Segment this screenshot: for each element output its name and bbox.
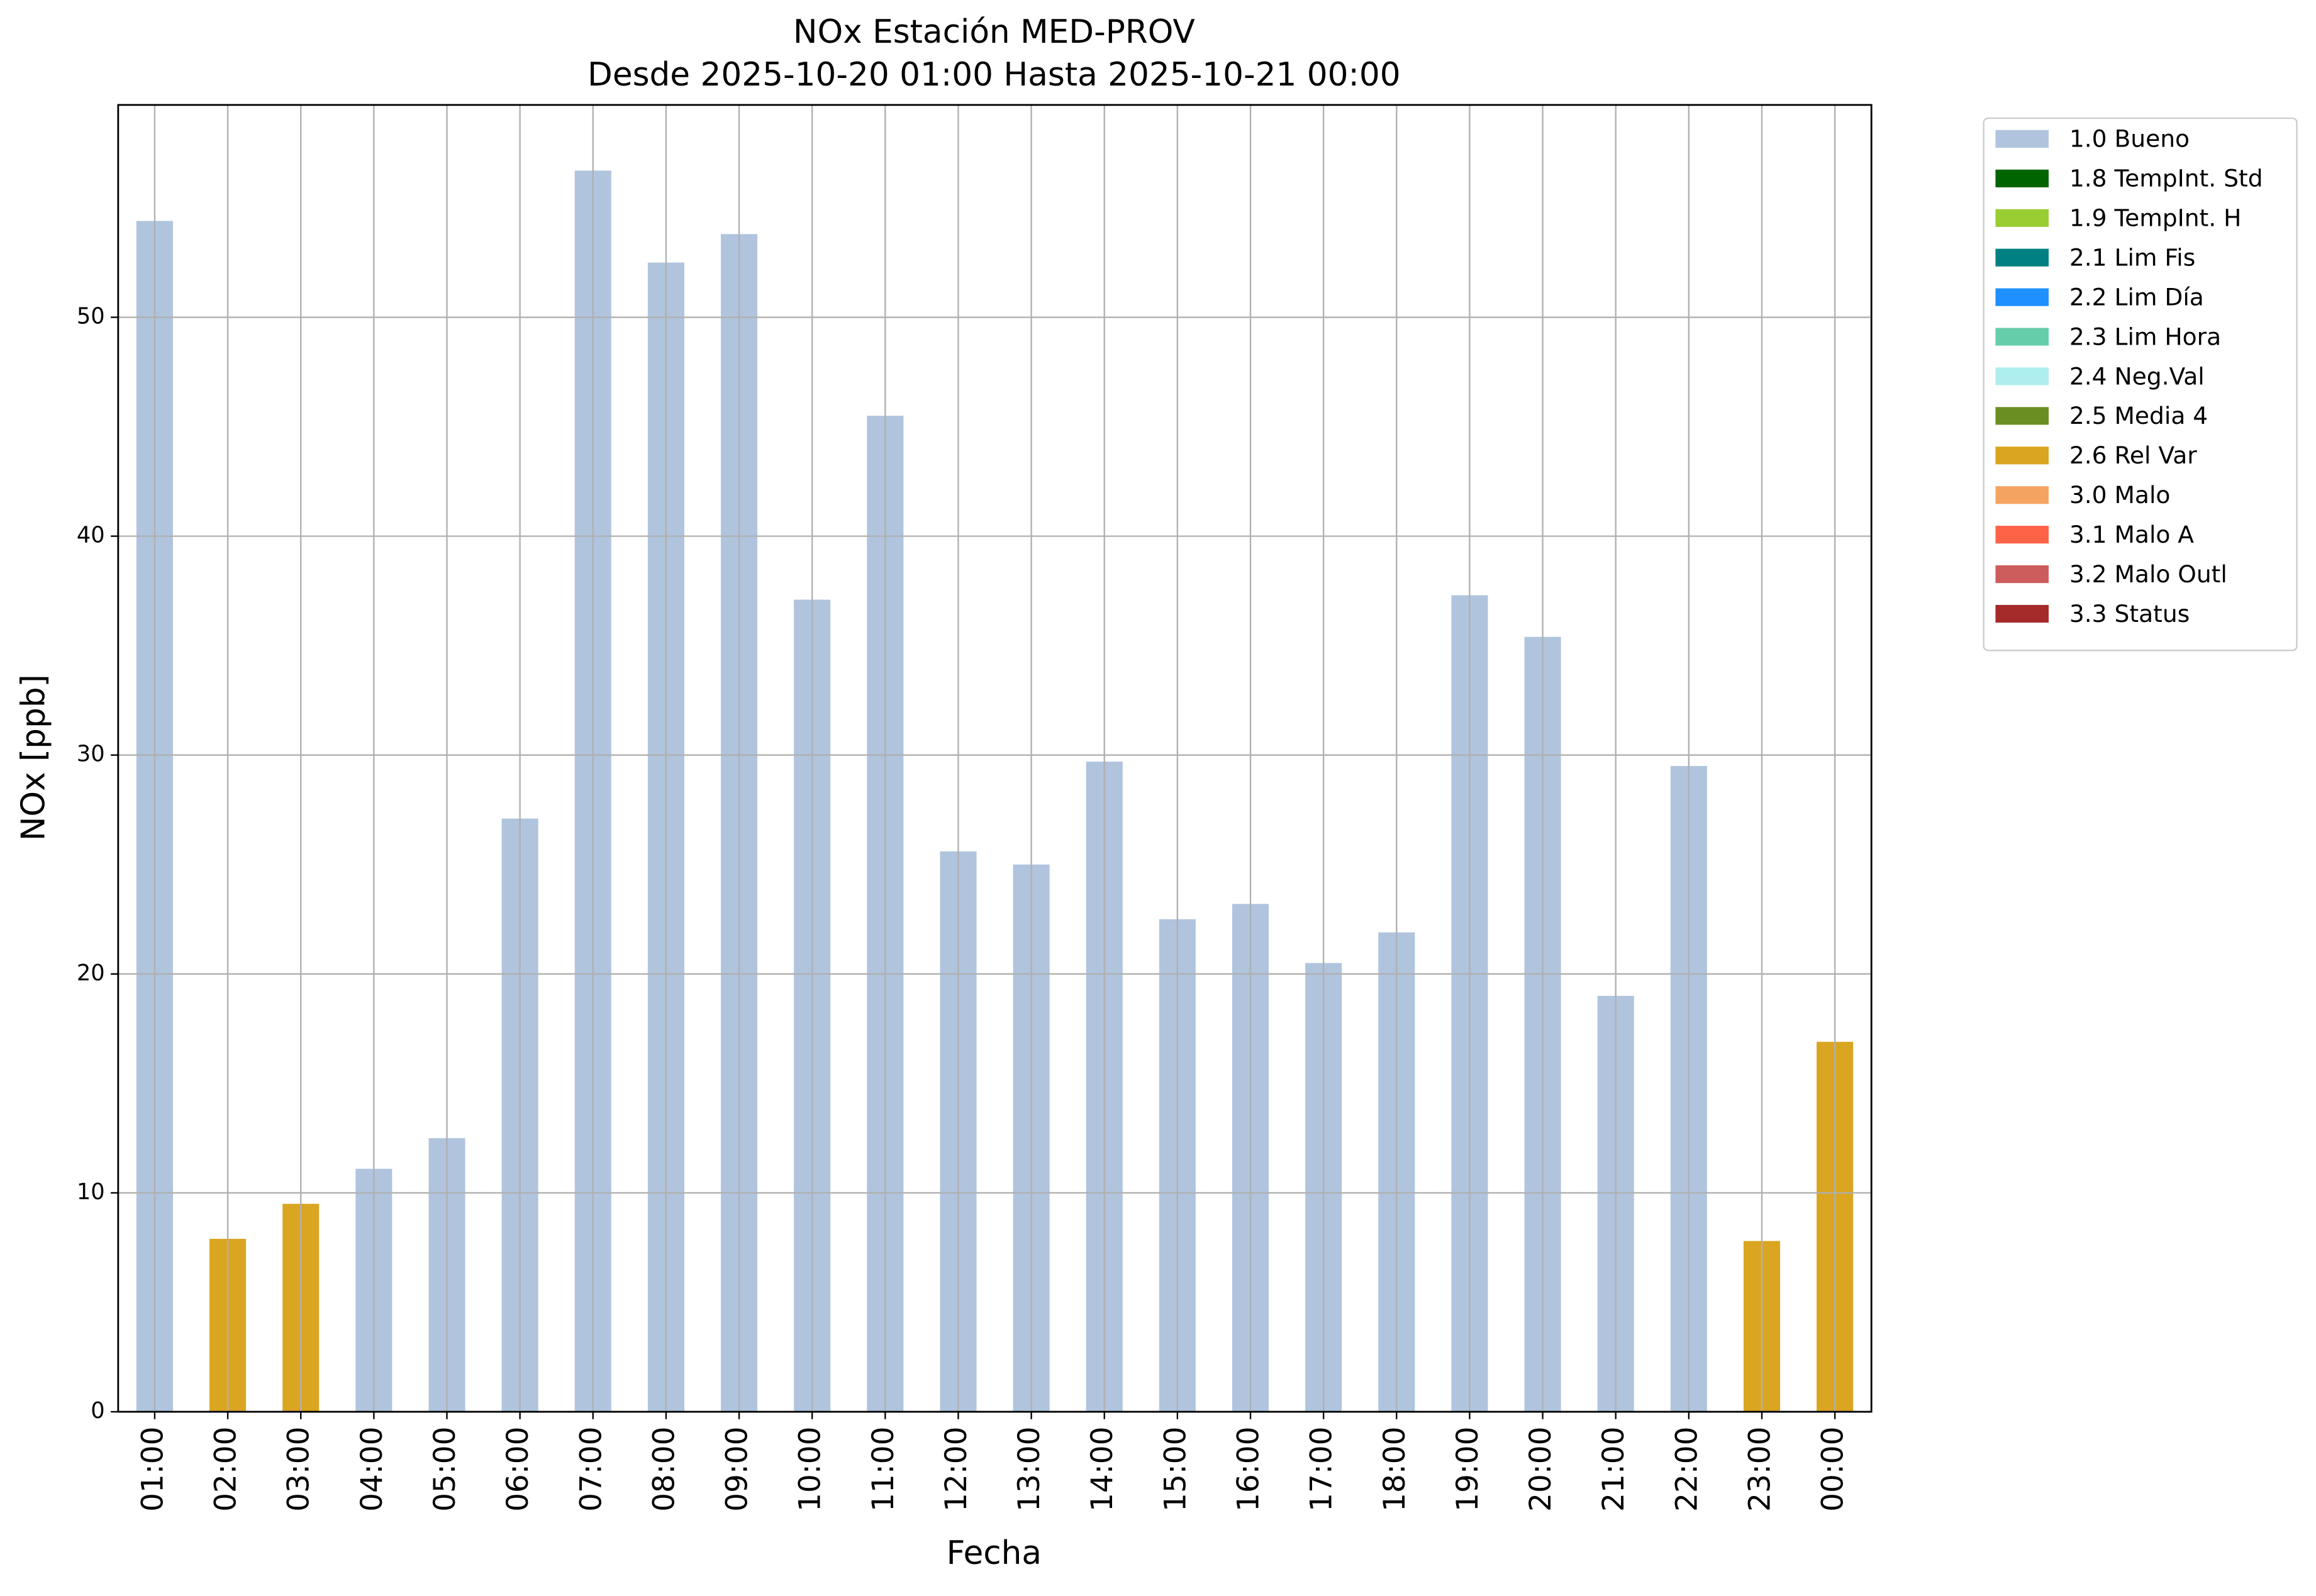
legend-label: 3.0 Malo bbox=[2069, 481, 2171, 509]
legend-label: 2.5 Media 4 bbox=[2069, 402, 2208, 429]
x-tick-label: 13:00 bbox=[1012, 1427, 1047, 1512]
legend-label: 3.2 Malo Outl bbox=[2069, 560, 2227, 588]
legend-label: 2.4 Neg.Val bbox=[2069, 362, 2205, 390]
y-tick-label: 10 bbox=[77, 1179, 105, 1205]
legend-swatch bbox=[1995, 526, 2049, 544]
x-tick-label: 01:00 bbox=[135, 1427, 170, 1512]
legend-swatch bbox=[1995, 169, 2049, 187]
chart-subtitle: Desde 2025-10-20 01:00 Hasta 2025-10-21 … bbox=[587, 56, 1401, 94]
chart-title: NOx Estación MED-PROV bbox=[793, 13, 1195, 51]
legend-swatch bbox=[1995, 328, 2049, 346]
legend-swatch bbox=[1995, 248, 2049, 267]
x-tick-label: 11:00 bbox=[866, 1427, 901, 1512]
legend-swatch bbox=[1995, 446, 2049, 465]
legend-box bbox=[1983, 117, 2298, 651]
y-tick-label: 40 bbox=[77, 523, 105, 548]
legend-label: 2.1 Lim Fis bbox=[2069, 244, 2195, 272]
legend-swatch bbox=[1995, 130, 2049, 148]
legend-swatch bbox=[1995, 209, 2049, 227]
x-tick-label: 12:00 bbox=[939, 1427, 974, 1512]
legend-label: 2.6 Rel Var bbox=[2069, 441, 2197, 469]
x-tick-label: 23:00 bbox=[1742, 1427, 1777, 1512]
legend-swatch bbox=[1995, 565, 2049, 584]
x-tick-label: 22:00 bbox=[1669, 1427, 1704, 1512]
x-tick-label: 07:00 bbox=[574, 1427, 608, 1512]
x-tick-label: 09:00 bbox=[720, 1427, 755, 1512]
x-tick-label: 00:00 bbox=[1816, 1427, 1851, 1512]
y-tick-label: 0 bbox=[91, 1398, 104, 1424]
legend-label: 2.3 Lim Hora bbox=[2069, 323, 2221, 350]
x-tick-label: 08:00 bbox=[647, 1427, 681, 1512]
x-tick-label: 17:00 bbox=[1305, 1427, 1339, 1512]
legend-label: 3.3 Status bbox=[2069, 600, 2190, 628]
legend-swatch bbox=[1995, 288, 2049, 306]
x-tick-label: 19:00 bbox=[1450, 1427, 1485, 1512]
x-tick-label: 20:00 bbox=[1523, 1427, 1558, 1512]
x-tick-label: 06:00 bbox=[501, 1427, 535, 1512]
x-tick-label: 03:00 bbox=[282, 1427, 316, 1512]
legend-swatch bbox=[1995, 604, 2049, 623]
legend-label: 2.2 Lim Día bbox=[2069, 283, 2204, 311]
x-tick-label: 10:00 bbox=[793, 1427, 828, 1512]
y-tick-label: 20 bbox=[77, 960, 105, 986]
x-tick-label: 18:00 bbox=[1378, 1427, 1412, 1512]
legend-swatch bbox=[1995, 486, 2049, 504]
plot-frame bbox=[117, 104, 1873, 1413]
legend-label: 1.9 TempInt. H bbox=[2069, 204, 2242, 232]
y-tick-label: 50 bbox=[77, 304, 105, 330]
legend-swatch bbox=[1995, 407, 2049, 425]
x-tick-label: 21:00 bbox=[1596, 1427, 1631, 1512]
y-tick-label: 30 bbox=[77, 741, 105, 767]
x-axis-label: Fecha bbox=[947, 1534, 1042, 1572]
x-tick-label: 05:00 bbox=[428, 1427, 462, 1512]
y-axis-label: NOx [ppb] bbox=[14, 674, 52, 841]
legend-label: 1.8 TempInt. Std bbox=[2069, 165, 2263, 192]
legend-label: 3.1 Malo A bbox=[2069, 521, 2194, 548]
legend-label: 1.0 Bueno bbox=[2069, 125, 2190, 153]
x-tick-label: 02:00 bbox=[209, 1427, 243, 1512]
x-tick-label: 15:00 bbox=[1158, 1427, 1193, 1512]
legend-swatch bbox=[1995, 367, 2049, 385]
x-tick-label: 16:00 bbox=[1232, 1427, 1266, 1512]
x-tick-label: 14:00 bbox=[1085, 1427, 1120, 1512]
x-tick-label: 04:00 bbox=[355, 1427, 389, 1512]
